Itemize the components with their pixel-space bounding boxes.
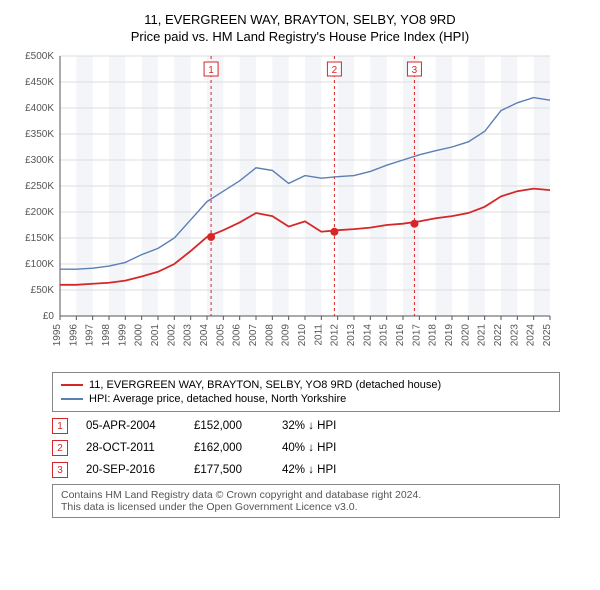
event-pct: 42% ↓ HPI: [282, 464, 336, 476]
event-price: £152,000: [194, 420, 264, 432]
svg-text:2024: 2024: [526, 324, 537, 347]
event-date: 20-SEP-2016: [86, 464, 176, 476]
svg-text:2008: 2008: [264, 324, 275, 347]
svg-text:£300K: £300K: [25, 155, 54, 166]
event-marker: 1: [52, 418, 68, 434]
event-pct: 40% ↓ HPI: [282, 442, 336, 454]
svg-text:2014: 2014: [362, 324, 373, 347]
svg-text:2020: 2020: [460, 324, 471, 347]
svg-text:£250K: £250K: [25, 181, 54, 192]
svg-text:1998: 1998: [101, 324, 112, 347]
legend-label: HPI: Average price, detached house, Nort…: [89, 393, 346, 405]
svg-text:1995: 1995: [52, 324, 63, 347]
chart-area: £0 £50K £100K £150K £200K £250K £300K £350K £400…: [10, 46, 590, 366]
svg-text:2002: 2002: [166, 324, 177, 347]
svg-text:2007: 2007: [248, 324, 259, 347]
svg-text:2006: 2006: [232, 324, 243, 347]
svg-text:2001: 2001: [150, 324, 161, 347]
svg-text:2003: 2003: [183, 324, 194, 347]
title-line-2: Price paid vs. HM Land Registry's House …: [10, 29, 590, 44]
event-marker: 3: [52, 462, 68, 478]
svg-text:2018: 2018: [428, 324, 439, 347]
svg-text:2025: 2025: [542, 324, 553, 347]
svg-text:£0: £0: [43, 311, 55, 322]
svg-text:3: 3: [412, 65, 418, 76]
event-pct: 32% ↓ HPI: [282, 420, 336, 432]
event-marker: 2: [52, 440, 68, 456]
svg-text:2015: 2015: [379, 324, 390, 347]
svg-text:1: 1: [208, 65, 214, 76]
chart-titles: 11, EVERGREEN WAY, BRAYTON, SELBY, YO8 9…: [10, 12, 590, 44]
svg-text:2005: 2005: [215, 324, 226, 347]
line-chart-svg: £0 £50K £100K £150K £200K £250K £300K £350K £400…: [10, 46, 570, 366]
event-price: £162,000: [194, 442, 264, 454]
svg-text:2009: 2009: [281, 324, 292, 347]
footer-line-2: This data is licensed under the Open Gov…: [61, 501, 551, 513]
svg-text:2022: 2022: [493, 324, 504, 347]
legend-swatch: [61, 398, 83, 400]
event-price: £177,500: [194, 464, 264, 476]
svg-text:2017: 2017: [411, 324, 422, 347]
svg-text:£350K: £350K: [25, 129, 54, 140]
footer-attribution: Contains HM Land Registry data © Crown c…: [52, 484, 560, 518]
footer-line-1: Contains HM Land Registry data © Crown c…: [61, 489, 551, 501]
svg-text:£450K: £450K: [25, 77, 54, 88]
svg-text:£400K: £400K: [25, 103, 54, 114]
legend-row: 11, EVERGREEN WAY, BRAYTON, SELBY, YO8 9…: [61, 379, 551, 391]
svg-text:2023: 2023: [509, 324, 520, 347]
svg-text:2016: 2016: [395, 324, 406, 347]
svg-text:2004: 2004: [199, 324, 210, 347]
svg-text:2012: 2012: [330, 324, 341, 347]
svg-text:2021: 2021: [477, 324, 488, 347]
event-row: 1 05-APR-2004 £152,000 32% ↓ HPI: [52, 418, 560, 434]
svg-text:2000: 2000: [134, 324, 145, 347]
events-table: 1 05-APR-2004 £152,000 32% ↓ HPI 2 28-OCT-201…: [52, 418, 560, 478]
event-date: 05-APR-2004: [86, 420, 176, 432]
svg-text:2013: 2013: [346, 324, 357, 347]
event-date: 28-OCT-2011: [86, 442, 176, 454]
legend-swatch: [61, 384, 83, 386]
svg-text:£500K: £500K: [25, 51, 54, 62]
svg-text:2010: 2010: [297, 324, 308, 347]
svg-text:2019: 2019: [444, 324, 455, 347]
svg-text:2011: 2011: [313, 324, 324, 346]
svg-text:1997: 1997: [85, 324, 96, 347]
svg-text:£50K: £50K: [31, 285, 55, 296]
svg-text:£100K: £100K: [25, 259, 54, 270]
title-line-1: 11, EVERGREEN WAY, BRAYTON, SELBY, YO8 9…: [10, 12, 590, 27]
legend-box: 11, EVERGREEN WAY, BRAYTON, SELBY, YO8 9…: [52, 372, 560, 412]
svg-text:£150K: £150K: [25, 233, 54, 244]
svg-text:1996: 1996: [68, 324, 79, 347]
legend-label: 11, EVERGREEN WAY, BRAYTON, SELBY, YO8 9…: [89, 379, 441, 391]
svg-text:2: 2: [332, 65, 338, 76]
svg-text:1999: 1999: [117, 324, 128, 347]
event-row: 2 28-OCT-2011 £162,000 40% ↓ HPI: [52, 440, 560, 456]
legend-row: HPI: Average price, detached house, Nort…: [61, 393, 551, 405]
svg-text:£200K: £200K: [25, 207, 54, 218]
event-row: 3 20-SEP-2016 £177,500 42% ↓ HPI: [52, 462, 560, 478]
